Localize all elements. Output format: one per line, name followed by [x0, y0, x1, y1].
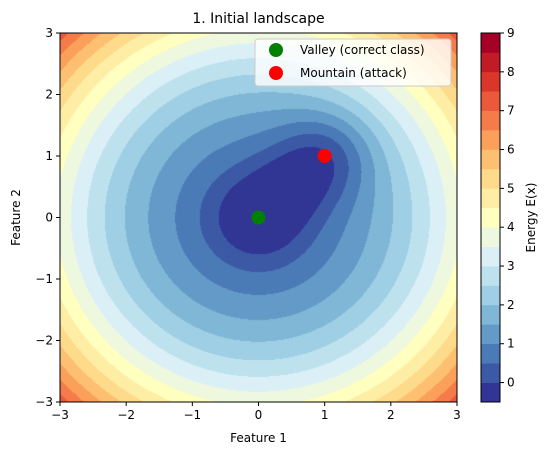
colorbar-band [481, 168, 500, 189]
colorbar-label: Energy E(x) [524, 183, 538, 253]
colorbar-tick-label: 6 [507, 143, 515, 157]
colorbar-band [481, 91, 500, 111]
colorbar-tick-label: 4 [507, 220, 515, 234]
y-tick-label: 2 [45, 88, 53, 102]
colorbar-tick-label: 9 [507, 26, 515, 40]
x-tick-label: −2 [117, 408, 135, 422]
colorbar-tick-label: 1 [507, 337, 515, 351]
x-tick-label: −1 [183, 408, 201, 422]
colorbar-band [481, 207, 500, 228]
colorbar-band [481, 110, 500, 131]
legend-box [254, 38, 452, 87]
colorbar: 0 1 2 3 4 5 6 7 8 9 Energy E(x) [480, 26, 538, 403]
legend-marker-mountain [269, 66, 283, 80]
x-axis-ticks: −3 −2 −1 0 1 2 3 [51, 402, 461, 422]
y-tick-label: 1 [45, 149, 53, 163]
y-tick-label: −3 [35, 395, 53, 409]
colorbar-band [481, 304, 500, 325]
colorbar-band [481, 71, 500, 92]
colorbar-tick-label: 2 [507, 298, 515, 312]
colorbar-band [481, 246, 500, 267]
colorbar-tick-label: 7 [507, 104, 515, 118]
colorbar-band [481, 285, 500, 306]
colorbar-frame [480, 32, 501, 403]
x-tick-label: 3 [453, 408, 461, 422]
x-tick-label: 0 [255, 408, 263, 422]
colorbar-tick-label: 3 [507, 259, 515, 273]
x-tick-label: 1 [321, 408, 329, 422]
y-axis-ticks: −3 −2 −1 0 1 2 3 [35, 26, 60, 409]
colorbar-bands [481, 33, 500, 403]
colorbar-band [481, 227, 500, 247]
colorbar-band [481, 343, 500, 364]
data-point-0 [251, 210, 266, 225]
x-axis-label: Feature 1 [230, 431, 287, 445]
colorbar-band [481, 363, 500, 383]
y-axis-label: Feature 2 [9, 189, 23, 246]
markers-layer [251, 149, 332, 225]
colorbar-band [481, 130, 500, 150]
data-point-1 [317, 149, 332, 163]
colorbar-tick-label: 8 [507, 65, 515, 79]
y-tick-label: 0 [45, 211, 53, 225]
colorbar-tick-label: 5 [507, 181, 515, 195]
colorbar-band [481, 382, 500, 403]
legend: Valley (correct class) Mountain (attack) [254, 38, 452, 87]
x-tick-label: −3 [51, 408, 69, 422]
colorbar-tick-label: 0 [507, 376, 515, 390]
colorbar-band [481, 266, 500, 286]
y-tick-label: −1 [35, 272, 53, 286]
y-tick-label: −2 [35, 334, 53, 348]
colorbar-band [481, 324, 500, 345]
legend-label-valley: Valley (correct class) [300, 43, 425, 57]
colorbar-band [481, 33, 500, 53]
legend-marker-valley [269, 43, 283, 57]
colorbar-band [481, 52, 500, 73]
colorbar-band [481, 188, 500, 209]
legend-label-mountain: Mountain (attack) [300, 66, 407, 80]
colorbar-band [481, 149, 500, 170]
colorbar-ticks: 0 1 2 3 4 5 6 7 8 9 [500, 26, 515, 390]
y-tick-label: 3 [45, 26, 53, 40]
x-tick-label: 2 [387, 408, 395, 422]
chart-title: 1. Initial landscape [192, 11, 324, 27]
